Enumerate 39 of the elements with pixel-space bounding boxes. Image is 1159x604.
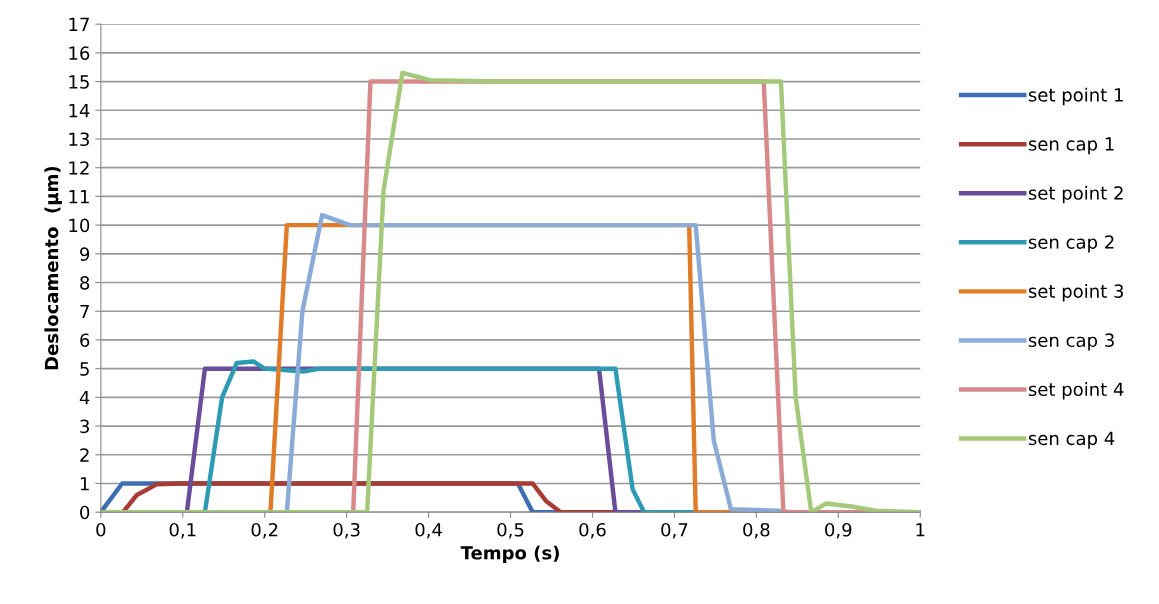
- x-tick-label: 0,2: [251, 522, 278, 539]
- y-tick-label: 6: [80, 333, 90, 348]
- x-tick-label: 0,9: [825, 522, 852, 539]
- y-tick-label: 7: [80, 304, 89, 319]
- x-tick-label: 0,8: [743, 522, 770, 539]
- x-tick-label: 1: [916, 523, 925, 537]
- y-tick-label: 8: [80, 275, 90, 290]
- x-tick-label: 0,3: [333, 522, 360, 539]
- y-tick-label: 17: [69, 17, 89, 32]
- y-tick-label: 5: [80, 362, 89, 376]
- y-axis-title: Deslocamento (µm): [44, 166, 62, 370]
- y-tick-label: 10: [69, 218, 90, 233]
- legend-label: sen cap 2: [1028, 235, 1114, 253]
- x-tick-label: 0,7: [661, 522, 688, 539]
- y-tick-label: 4: [79, 391, 90, 405]
- y-tick-label: 16: [69, 46, 90, 60]
- legend-label: sen cap 1: [1028, 137, 1114, 155]
- y-tick-label: 15: [69, 75, 89, 89]
- x-tick-label: 0,1: [169, 522, 196, 539]
- legend-label: sen cap 4: [1028, 431, 1115, 449]
- y-tick-label: 12: [69, 161, 89, 175]
- y-tick-label: 11: [69, 190, 89, 204]
- x-tick-label: 0,6: [579, 522, 606, 539]
- legend-label: sen cap 3: [1028, 333, 1114, 351]
- y-tick-label: 3: [80, 419, 89, 434]
- y-tick-label: 13: [69, 132, 89, 147]
- legend-label: set point 3: [1028, 283, 1124, 302]
- y-tick-label: 1: [80, 477, 89, 491]
- x-tick-label: 0,4: [415, 522, 442, 539]
- legend-label: set point 2: [1028, 185, 1123, 204]
- x-tick-label: 0: [96, 522, 106, 537]
- x-axis-title: Tempo (s): [460, 545, 559, 564]
- y-tick-label: 9: [80, 247, 90, 261]
- y-tick-label: 2: [80, 448, 89, 462]
- legend-label: set point 1: [1028, 87, 1123, 106]
- y-tick-label: 0: [80, 505, 90, 520]
- x-tick-label: 0,5: [497, 522, 524, 539]
- y-tick-label: 14: [69, 103, 90, 118]
- legend-label: set point 4: [1028, 382, 1124, 400]
